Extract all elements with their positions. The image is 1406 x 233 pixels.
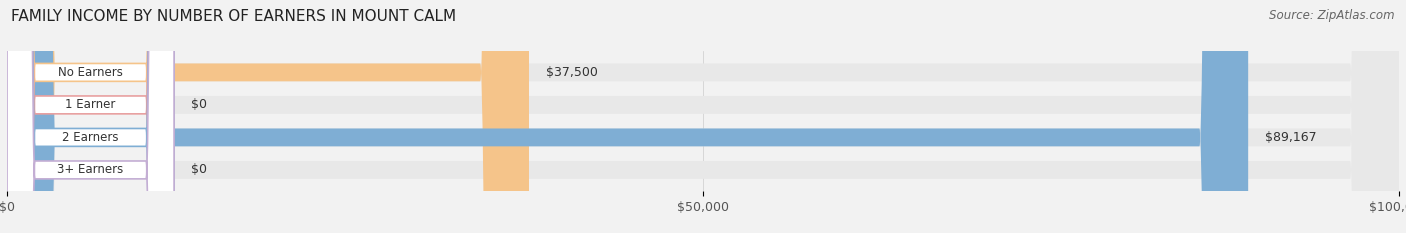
FancyBboxPatch shape	[7, 0, 1399, 233]
FancyBboxPatch shape	[7, 0, 1399, 233]
Text: Source: ZipAtlas.com: Source: ZipAtlas.com	[1270, 9, 1395, 22]
Text: 3+ Earners: 3+ Earners	[58, 163, 124, 176]
FancyBboxPatch shape	[7, 0, 174, 233]
Text: FAMILY INCOME BY NUMBER OF EARNERS IN MOUNT CALM: FAMILY INCOME BY NUMBER OF EARNERS IN MO…	[11, 9, 457, 24]
Text: 2 Earners: 2 Earners	[62, 131, 118, 144]
FancyBboxPatch shape	[7, 0, 1399, 233]
FancyBboxPatch shape	[7, 0, 174, 233]
FancyBboxPatch shape	[7, 0, 174, 233]
FancyBboxPatch shape	[7, 0, 1399, 233]
Text: $0: $0	[191, 163, 207, 176]
FancyBboxPatch shape	[7, 0, 529, 233]
FancyBboxPatch shape	[7, 0, 1249, 233]
Text: No Earners: No Earners	[58, 66, 122, 79]
Text: $89,167: $89,167	[1265, 131, 1316, 144]
Text: $37,500: $37,500	[546, 66, 598, 79]
Text: $0: $0	[191, 98, 207, 111]
FancyBboxPatch shape	[7, 0, 174, 233]
Text: 1 Earner: 1 Earner	[65, 98, 115, 111]
